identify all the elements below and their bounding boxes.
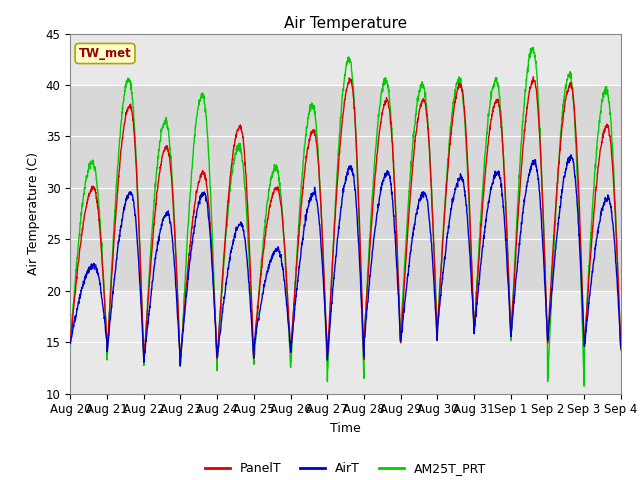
AirT bbox=[362, 322, 369, 327]
Title: Air Temperature: Air Temperature bbox=[284, 16, 407, 31]
AM25T_PRT bbox=[529, 45, 537, 50]
Line: AM25T_PRT: AM25T_PRT bbox=[70, 48, 621, 386]
Legend: PanelT, AirT, AM25T_PRT: PanelT, AirT, AM25T_PRT bbox=[200, 457, 492, 480]
AirT bbox=[584, 311, 592, 317]
AirT bbox=[567, 152, 575, 158]
X-axis label: Time: Time bbox=[330, 422, 361, 435]
AirT bbox=[220, 294, 228, 300]
AirT bbox=[177, 363, 184, 369]
AM25T_PRT bbox=[580, 383, 588, 389]
AirT bbox=[617, 345, 625, 350]
PanelT bbox=[374, 148, 381, 154]
AirT bbox=[374, 208, 381, 214]
PanelT bbox=[617, 346, 625, 352]
PanelT bbox=[67, 337, 74, 343]
AirT bbox=[506, 310, 513, 315]
AirT bbox=[67, 341, 74, 347]
Bar bbox=[70, 85, 621, 291]
AM25T_PRT bbox=[67, 338, 74, 344]
Line: PanelT: PanelT bbox=[70, 77, 621, 364]
AirT bbox=[569, 156, 577, 162]
AM25T_PRT bbox=[584, 285, 592, 291]
AM25T_PRT bbox=[568, 86, 576, 92]
Y-axis label: Air Temperature (C): Air Temperature (C) bbox=[28, 152, 40, 275]
AM25T_PRT bbox=[374, 125, 381, 131]
PanelT bbox=[220, 250, 228, 255]
PanelT bbox=[362, 312, 369, 318]
Line: AirT: AirT bbox=[70, 155, 621, 366]
Text: TW_met: TW_met bbox=[79, 47, 131, 60]
PanelT bbox=[584, 290, 592, 296]
AM25T_PRT bbox=[362, 314, 369, 320]
PanelT bbox=[529, 74, 537, 80]
AM25T_PRT bbox=[220, 260, 228, 266]
PanelT bbox=[177, 361, 184, 367]
AM25T_PRT bbox=[506, 294, 513, 300]
PanelT bbox=[569, 88, 577, 94]
PanelT bbox=[506, 303, 513, 309]
AM25T_PRT bbox=[617, 347, 625, 353]
